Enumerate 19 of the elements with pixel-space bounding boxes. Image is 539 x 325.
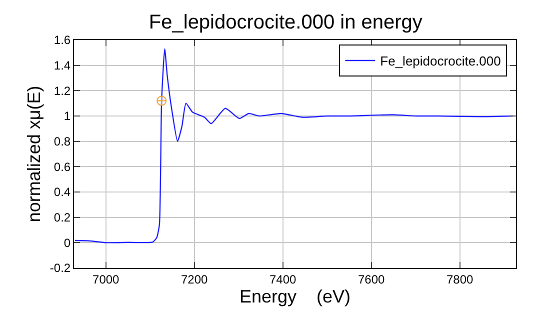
y-tick-label: -0.2 <box>50 261 71 276</box>
x-axis-title: Energy (eV) <box>239 286 351 306</box>
x-tick-label: 7000 <box>92 272 120 286</box>
legend-label: Fe_lepidocrocite.000 <box>380 54 501 69</box>
chart-title: Fe_lepidocrocite.000 in energy <box>148 12 422 34</box>
x-tick-label: 7400 <box>269 272 296 286</box>
y-tick-label: 0.6 <box>54 160 71 174</box>
y-axis-title: normalized xμ(E) <box>24 86 44 222</box>
y-tick-label: 0.2 <box>54 210 71 225</box>
y-tick-label: 1.4 <box>54 58 71 73</box>
y-tick-label: 1.2 <box>54 84 71 98</box>
y-tick-label: 0.8 <box>54 134 71 149</box>
y-tick-label: 0.4 <box>54 185 71 200</box>
y-tick-label: 1 <box>64 109 71 124</box>
x-tick-label: 7200 <box>180 272 208 286</box>
x-tick-label: 7800 <box>446 272 474 286</box>
y-tick-label: 0 <box>64 236 71 250</box>
y-tick-label: 1.6 <box>54 33 71 48</box>
x-tick-label: 7600 <box>358 272 385 286</box>
